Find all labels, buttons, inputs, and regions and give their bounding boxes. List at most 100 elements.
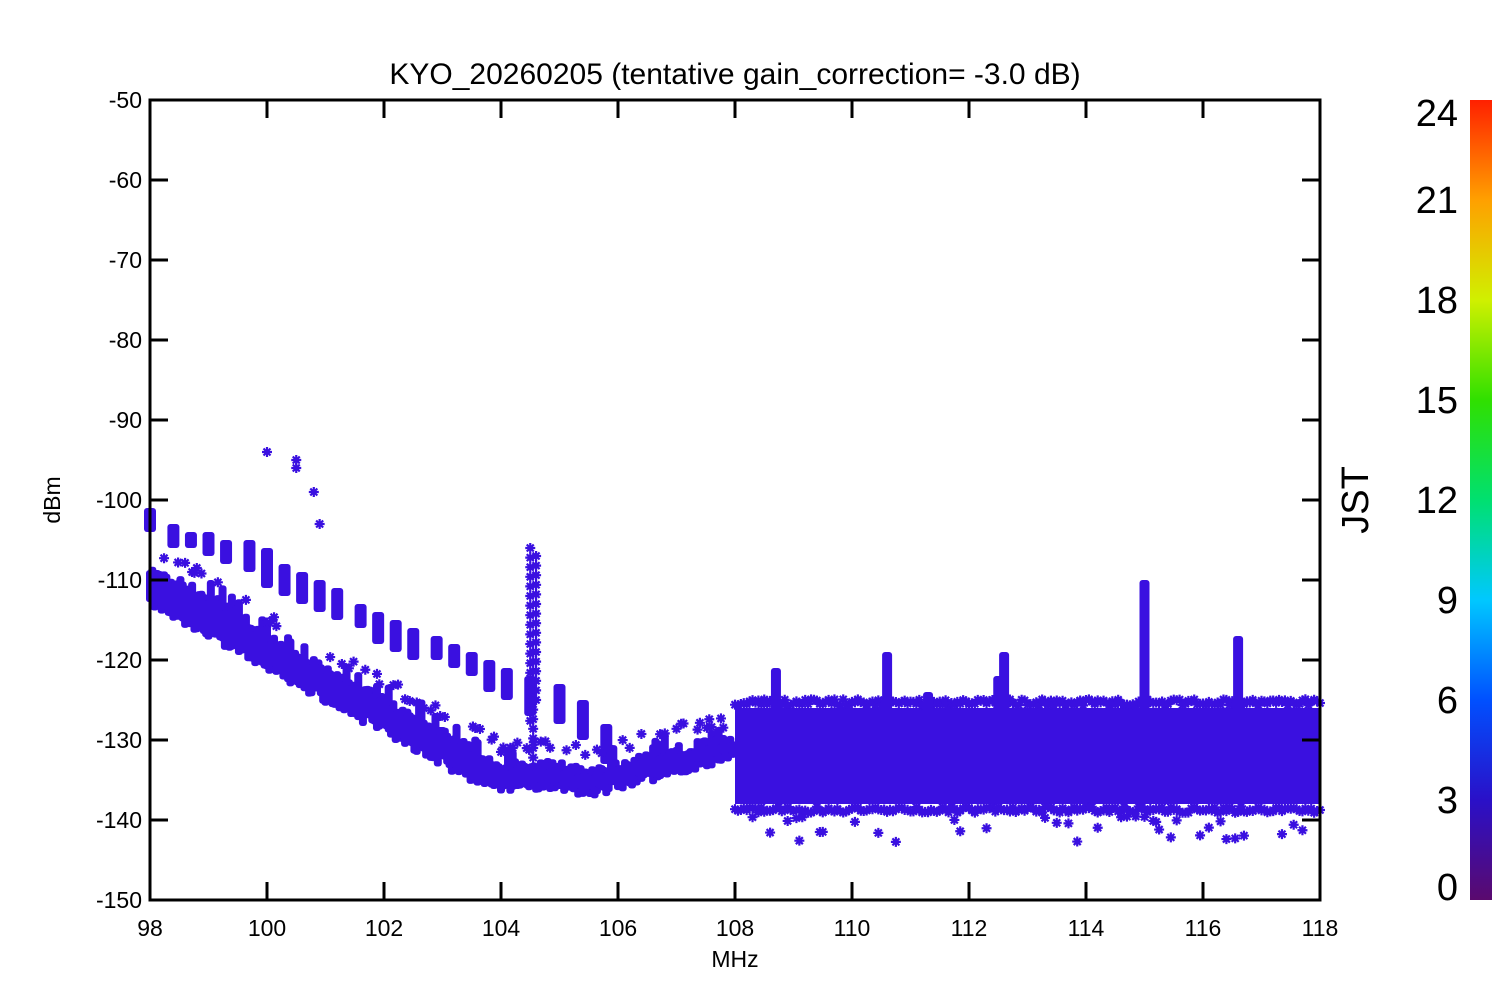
data-point — [429, 699, 442, 712]
data-point — [307, 486, 320, 498]
data-point — [954, 825, 967, 838]
data-point — [1039, 811, 1052, 824]
data-point — [530, 559, 543, 572]
data-point — [623, 741, 636, 754]
data-point — [848, 815, 861, 828]
y-tick-label: -120 — [96, 647, 142, 673]
y-tick-label: -130 — [96, 727, 142, 753]
data-point — [527, 713, 540, 726]
data-column — [202, 532, 215, 556]
data-column — [576, 700, 589, 740]
data-point — [539, 735, 552, 748]
data-point — [530, 655, 543, 668]
data-point — [560, 744, 573, 757]
data-point — [511, 736, 524, 749]
x-tick-label: 104 — [482, 915, 521, 941]
plot-marks — [144, 446, 1326, 848]
data-point — [342, 662, 355, 675]
y-tick-label: -70 — [109, 247, 142, 273]
x-tick-label: 118 — [1302, 915, 1339, 941]
series-spike_104_6 — [524, 542, 543, 764]
data-point — [703, 713, 716, 726]
colorbar-tick-label: 15 — [1416, 380, 1458, 422]
data-point — [889, 835, 902, 848]
spike-column — [1233, 636, 1244, 740]
data-point — [1062, 817, 1075, 830]
data-point — [1164, 831, 1177, 844]
x-axis: 98 100 102 104 106 108 110 112 114 116 118 — [137, 100, 1338, 941]
data-point — [530, 598, 543, 610]
data-point — [438, 710, 451, 723]
series-noise_band_108_118 — [729, 693, 1326, 848]
data-point — [530, 607, 543, 620]
y-tick-label: -150 — [96, 887, 142, 913]
x-tick-label: 98 — [137, 915, 163, 941]
colorbar-tick-label: 9 — [1437, 580, 1458, 622]
y-tick-label: -80 — [109, 327, 142, 353]
data-point — [195, 567, 208, 580]
y-tick-label: -90 — [109, 407, 142, 433]
data-column — [261, 548, 273, 588]
data-column — [331, 588, 344, 620]
data-column — [372, 612, 385, 644]
data-point — [527, 742, 540, 754]
data-point — [527, 751, 540, 764]
x-axis-label: MHz — [711, 946, 758, 972]
data-point — [290, 462, 303, 474]
data-point — [595, 747, 608, 760]
data-point — [473, 722, 486, 735]
data-column — [184, 532, 197, 548]
spike-column — [770, 668, 781, 740]
noise-band — [735, 708, 1320, 804]
x-tick-label: 112 — [951, 915, 988, 941]
data-column — [313, 580, 326, 612]
data-point — [658, 727, 671, 740]
chart-title: KYO_20260205 (tentative gain_correction=… — [389, 58, 1080, 91]
spike-column — [1139, 580, 1150, 740]
data-point — [373, 678, 386, 691]
colorbar-tick-label: 21 — [1416, 180, 1458, 222]
data-point — [616, 734, 629, 747]
data-point — [764, 826, 777, 839]
data-point — [544, 741, 557, 754]
data-column — [354, 604, 367, 628]
data-point — [1237, 829, 1250, 842]
data-point — [1287, 818, 1300, 831]
data-point — [693, 716, 706, 729]
data-point — [487, 730, 500, 743]
spike-column — [882, 652, 893, 740]
data-point — [324, 651, 337, 664]
colorbar-tick-label: 0 — [1437, 867, 1458, 909]
data-point — [370, 667, 383, 680]
data-point — [313, 518, 326, 530]
x-tick-label: 106 — [599, 915, 637, 941]
data-point — [261, 446, 273, 458]
data-point — [524, 542, 537, 554]
data-point — [359, 663, 372, 676]
data-point — [530, 588, 543, 601]
data-point — [1214, 815, 1227, 828]
colorbar-tick-label: 18 — [1416, 280, 1458, 322]
data-point — [1296, 824, 1309, 837]
data-point — [527, 732, 540, 745]
x-tick-label: 100 — [248, 915, 286, 941]
data-point — [268, 611, 281, 624]
data-point — [530, 684, 543, 697]
series-isolated_high_points — [261, 446, 326, 530]
y-axis-label: dBm — [39, 476, 65, 523]
data-column — [728, 741, 737, 758]
y-tick-label: -140 — [96, 807, 142, 833]
data-point — [1091, 821, 1104, 834]
x-tick-label: 116 — [1185, 915, 1222, 941]
colorbar-tick-label: 3 — [1437, 780, 1458, 822]
data-column — [220, 540, 233, 564]
colorbar — [1470, 100, 1492, 900]
series-lower_envelope — [146, 552, 737, 799]
series-narrow_spikes_above_108 — [770, 580, 1244, 740]
data-point — [530, 569, 543, 582]
data-point — [1071, 835, 1084, 848]
data-point — [347, 655, 360, 668]
y-tick-label: -50 — [109, 87, 142, 113]
data-column — [243, 540, 256, 572]
x-tick-label: 102 — [365, 915, 403, 941]
